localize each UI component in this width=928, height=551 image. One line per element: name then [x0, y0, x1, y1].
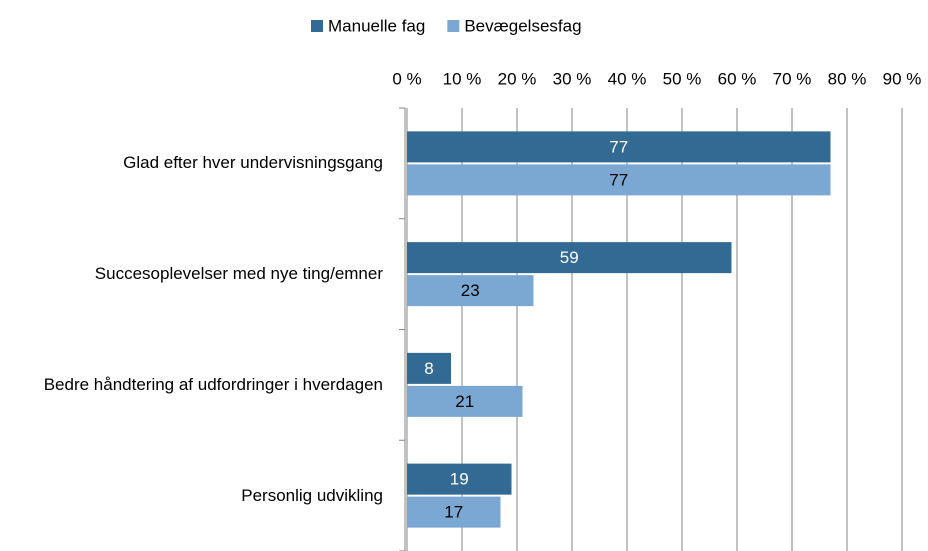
- category-text: Bedre håndtering af udfordringer i hverd…: [43, 374, 383, 394]
- category-label: Bedre håndtering af udfordringer i hverd…: [3, 345, 383, 425]
- value-label: 17: [444, 503, 463, 522]
- x-tick-label: 60 %: [718, 69, 757, 88]
- category-text: Glad efter hver undervisningsgang: [123, 153, 383, 173]
- bar: [407, 463, 512, 495]
- bar: [407, 275, 534, 307]
- bar: [407, 131, 831, 163]
- x-tick-label: 80 %: [828, 69, 867, 88]
- legend-swatch: [447, 20, 460, 32]
- legend-swatch: [311, 20, 323, 32]
- x-tick-label: 50 %: [663, 69, 702, 88]
- category-text: Succesoplevelser med nye ting/emner: [94, 264, 383, 284]
- value-label: 19: [450, 470, 469, 489]
- value-label: 77: [609, 137, 628, 156]
- x-tick-label: 20 %: [498, 69, 537, 88]
- bar: [407, 496, 501, 528]
- x-tick-label: 30 %: [553, 69, 592, 88]
- value-label: 77: [609, 170, 628, 189]
- bar: [407, 164, 831, 196]
- category-label: Personlig udvikling: [3, 456, 383, 536]
- legend-label: Manuelle fag: [328, 16, 425, 35]
- x-tick-label: 10 %: [443, 69, 482, 88]
- value-label: 23: [461, 281, 480, 300]
- legend-label: Bevægelsesfag: [464, 16, 581, 35]
- category-label: Succesoplevelser med nye ting/emner: [3, 234, 383, 314]
- bar: [407, 242, 732, 274]
- bar: [407, 385, 523, 417]
- value-label: 21: [455, 392, 474, 411]
- x-tick-label: 70 %: [773, 69, 812, 88]
- value-label: 8: [424, 359, 433, 378]
- x-tick-label: 40 %: [608, 69, 647, 88]
- value-label: 59: [560, 248, 579, 267]
- x-tick-label: 0 %: [392, 69, 421, 88]
- bar: [407, 352, 451, 384]
- x-tick-label: 90 %: [883, 69, 922, 88]
- category-text: Personlig udvikling: [241, 485, 383, 505]
- category-label: Glad efter hver undervisningsgang: [3, 123, 383, 203]
